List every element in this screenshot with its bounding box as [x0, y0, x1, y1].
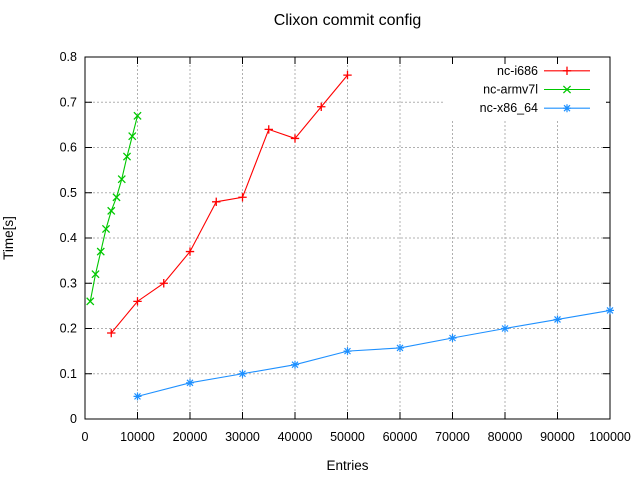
- svg-text:nc-armv7l: nc-armv7l: [483, 83, 538, 97]
- svg-text:nc-x86_64: nc-x86_64: [480, 101, 538, 115]
- svg-text:100000: 100000: [589, 430, 631, 444]
- svg-text:Time[s]: Time[s]: [1, 216, 16, 260]
- svg-text:Entries: Entries: [326, 458, 368, 473]
- svg-text:70000: 70000: [435, 430, 470, 444]
- svg-text:0.5: 0.5: [60, 186, 77, 200]
- svg-text:20000: 20000: [173, 430, 208, 444]
- svg-text:0.3: 0.3: [60, 276, 77, 290]
- svg-text:50000: 50000: [330, 430, 365, 444]
- svg-text:10000: 10000: [120, 430, 155, 444]
- svg-text:0.4: 0.4: [60, 231, 77, 245]
- svg-text:0.1: 0.1: [60, 367, 77, 381]
- svg-text:40000: 40000: [278, 430, 313, 444]
- svg-text:Clixon commit config: Clixon commit config: [274, 12, 422, 29]
- svg-text:nc-i686: nc-i686: [497, 64, 538, 78]
- svg-text:0.7: 0.7: [60, 95, 77, 109]
- svg-text:0.6: 0.6: [60, 141, 77, 155]
- svg-text:30000: 30000: [225, 430, 260, 444]
- svg-text:0.2: 0.2: [60, 322, 77, 336]
- svg-text:0.8: 0.8: [60, 50, 77, 64]
- svg-text:80000: 80000: [488, 430, 523, 444]
- svg-text:0: 0: [82, 430, 89, 444]
- svg-text:0: 0: [70, 412, 77, 426]
- svg-text:60000: 60000: [383, 430, 418, 444]
- svg-text:90000: 90000: [540, 430, 575, 444]
